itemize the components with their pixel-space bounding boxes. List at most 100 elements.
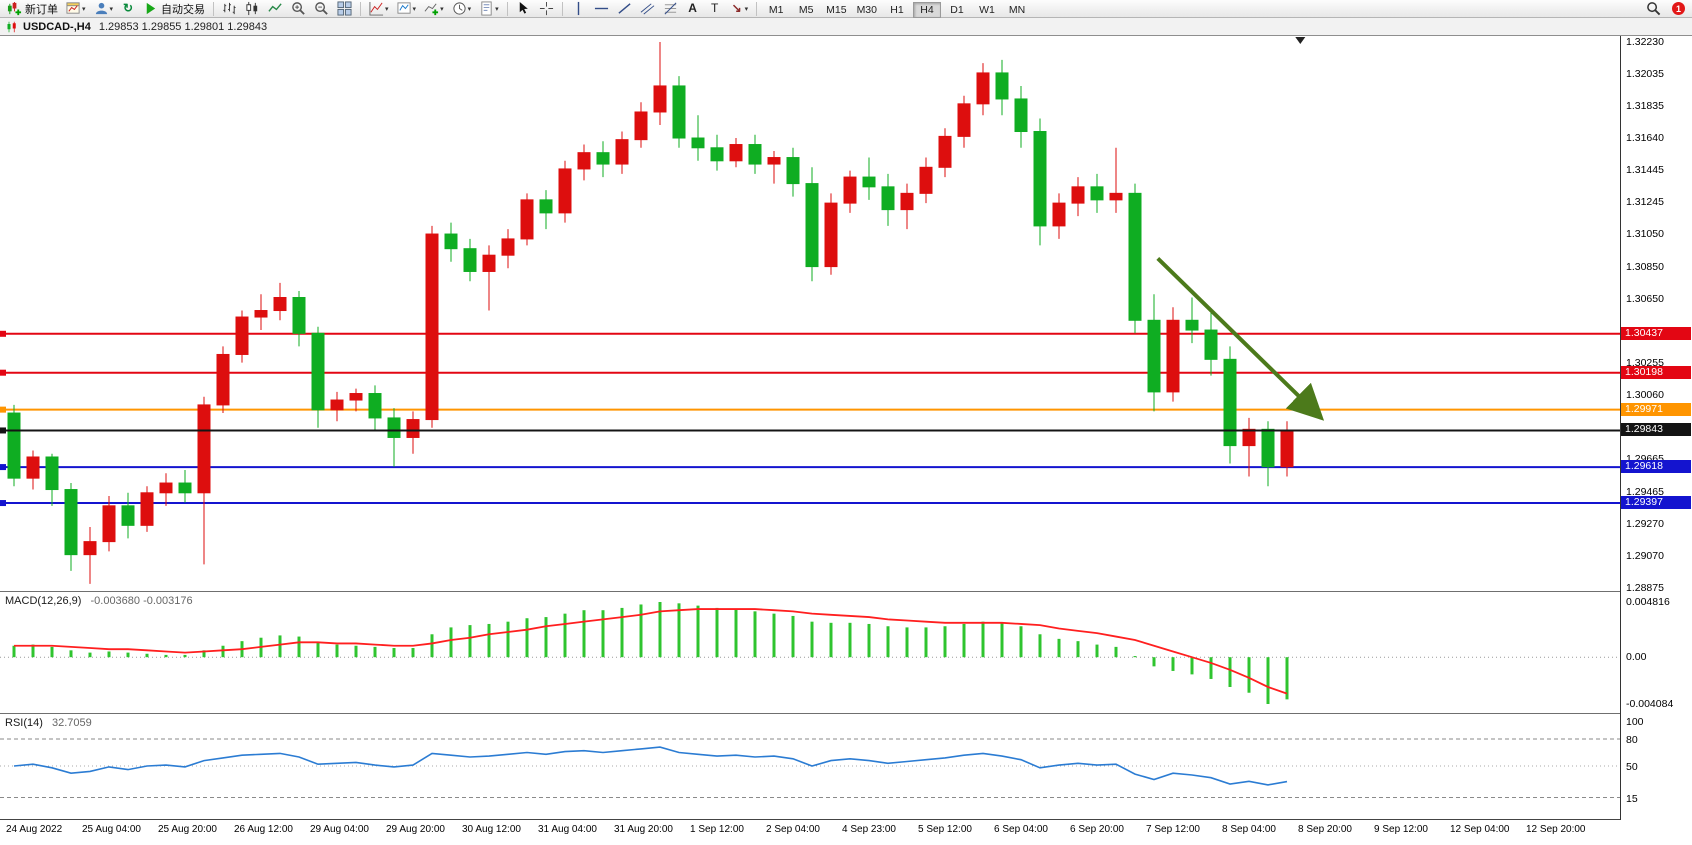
rsi-line [13, 746, 1288, 786]
panel-separator[interactable] [0, 713, 1692, 714]
price-grid-label: 1.29270 [1626, 517, 1664, 530]
timeframe-W1[interactable]: W1 [979, 3, 995, 16]
macd-panel-canvas[interactable] [0, 592, 1620, 713]
bar-chart-mode-button[interactable] [219, 1, 240, 17]
candle-body [691, 137, 705, 149]
time-label: 6 Sep 20:00 [1070, 824, 1124, 835]
templates-button[interactable]: ▾ [476, 1, 502, 17]
candle-body [83, 541, 97, 556]
indicators-button[interactable]: ▾ [366, 1, 392, 17]
timeframe-M5[interactable]: M5 [798, 3, 814, 16]
candle-body [729, 144, 743, 162]
candle-chart-mode-button[interactable] [242, 1, 263, 17]
candle-body [558, 168, 572, 214]
chevron-down-icon: ▾ [495, 5, 499, 13]
arrow-tool-icon: ↘ [731, 1, 742, 15]
price-grid-label: 1.29465 [1626, 485, 1664, 498]
rsi-value: 32.7059 [51, 717, 92, 729]
trendline-tool-button[interactable] [614, 1, 635, 17]
time-label: 8 Sep 04:00 [1222, 824, 1276, 835]
main-chart-canvas[interactable] [0, 36, 1620, 592]
timeframe-MN[interactable]: MN [1008, 3, 1026, 16]
price-grid-label: 1.30060 [1626, 389, 1664, 402]
autotrade-button[interactable]: 自动交易 [140, 1, 208, 17]
new-chart-button[interactable]: ▾ [63, 1, 89, 17]
candle-body [7, 412, 21, 479]
timeframe-H4[interactable]: H4 [913, 1, 941, 18]
zoom-in-button[interactable] [288, 1, 309, 17]
macd-values: -0.003680 -0.003176 [90, 595, 193, 607]
candle-body [349, 393, 363, 401]
candle-body [235, 316, 249, 355]
candle-body [140, 492, 154, 526]
timeframe-D1[interactable]: D1 [950, 3, 964, 16]
price-line-label: 1.29397 [1621, 496, 1691, 510]
add-indicator-button[interactable]: ▾ [421, 1, 447, 17]
macd-signal-line [14, 608, 1288, 695]
candle-body [159, 482, 173, 494]
line-left-handle[interactable] [0, 369, 6, 376]
vertical-line-tool-button[interactable] [568, 1, 589, 17]
candle-body [653, 85, 667, 113]
time-label: 29 Aug 04:00 [310, 824, 369, 835]
timeframe-M30[interactable]: M30 [856, 3, 877, 16]
fibonacci-tool-button[interactable] [660, 1, 681, 17]
line-left-handle[interactable] [0, 406, 6, 413]
text-tool-button[interactable]: A [683, 1, 703, 17]
candle-body [425, 233, 439, 421]
candle-body [1242, 428, 1256, 447]
search-button[interactable] [1643, 1, 1664, 17]
time-label: 1 Sep 12:00 [690, 824, 744, 835]
line-chart-mode-button[interactable] [265, 1, 286, 17]
candle-body [406, 419, 420, 438]
toolbar-separator [756, 1, 758, 16]
label-tool-button[interactable]: T [705, 1, 725, 17]
timeframe-M1[interactable]: M1 [768, 3, 784, 16]
time-label: 31 Aug 20:00 [614, 824, 673, 835]
profile-icon [95, 2, 107, 15]
new-order-button[interactable]: 新订单 [4, 1, 61, 17]
tile-windows-button[interactable] [334, 1, 355, 17]
line-left-handle[interactable] [0, 330, 6, 337]
chart-shift-marker[interactable] [1295, 37, 1306, 44]
zoom-out-button[interactable] [311, 1, 332, 17]
trend-arrow[interactable] [1156, 257, 1325, 421]
candle-body [368, 393, 382, 419]
panel-separator[interactable] [0, 591, 1692, 592]
line-left-handle[interactable] [0, 500, 6, 507]
refresh-button[interactable]: ↻ [118, 1, 138, 17]
cursor-tool-button[interactable] [513, 1, 534, 17]
rsi-panel-canvas[interactable] [0, 714, 1620, 819]
candle-body [805, 183, 819, 268]
chevron-down-icon: ▾ [744, 5, 749, 13]
candle-body [596, 152, 610, 165]
horizontal-line-tool-button[interactable] [591, 1, 612, 17]
candle-body [710, 147, 724, 162]
candle-body [216, 353, 230, 406]
periods-button[interactable]: ▾ [449, 1, 475, 17]
zoom-in-icon [292, 2, 305, 15]
crosshair-tool-button[interactable] [536, 1, 557, 17]
notification-badge[interactable]: 1 [1672, 2, 1685, 15]
new-window-button[interactable]: ▾ [394, 1, 420, 17]
timeframe-H1[interactable]: H1 [890, 3, 904, 16]
line-left-handle[interactable] [0, 427, 6, 434]
arrows-tool-button[interactable]: ↘ ▾ [727, 1, 752, 17]
candle-body [995, 72, 1009, 100]
profiles-button[interactable]: ▾ [91, 1, 117, 17]
time-label: 12 Sep 20:00 [1526, 824, 1586, 835]
vertical-line-icon [577, 1, 579, 16]
macd-axis-label: 0.004816 [1626, 596, 1670, 608]
candle-body [748, 144, 762, 165]
candle-body [1014, 98, 1028, 133]
channel-tool-button[interactable] [637, 1, 658, 17]
candle-body [330, 399, 344, 411]
price-grid-label: 1.31050 [1626, 228, 1664, 241]
line-left-handle[interactable] [0, 464, 6, 471]
time-label: 31 Aug 04:00 [538, 824, 597, 835]
candle-body [919, 166, 933, 194]
candle-body [1223, 358, 1237, 447]
timeframe-M15[interactable]: M15 [826, 3, 847, 16]
chevron-down-icon: ▾ [82, 5, 86, 13]
chart-symbol-icon [7, 21, 16, 32]
